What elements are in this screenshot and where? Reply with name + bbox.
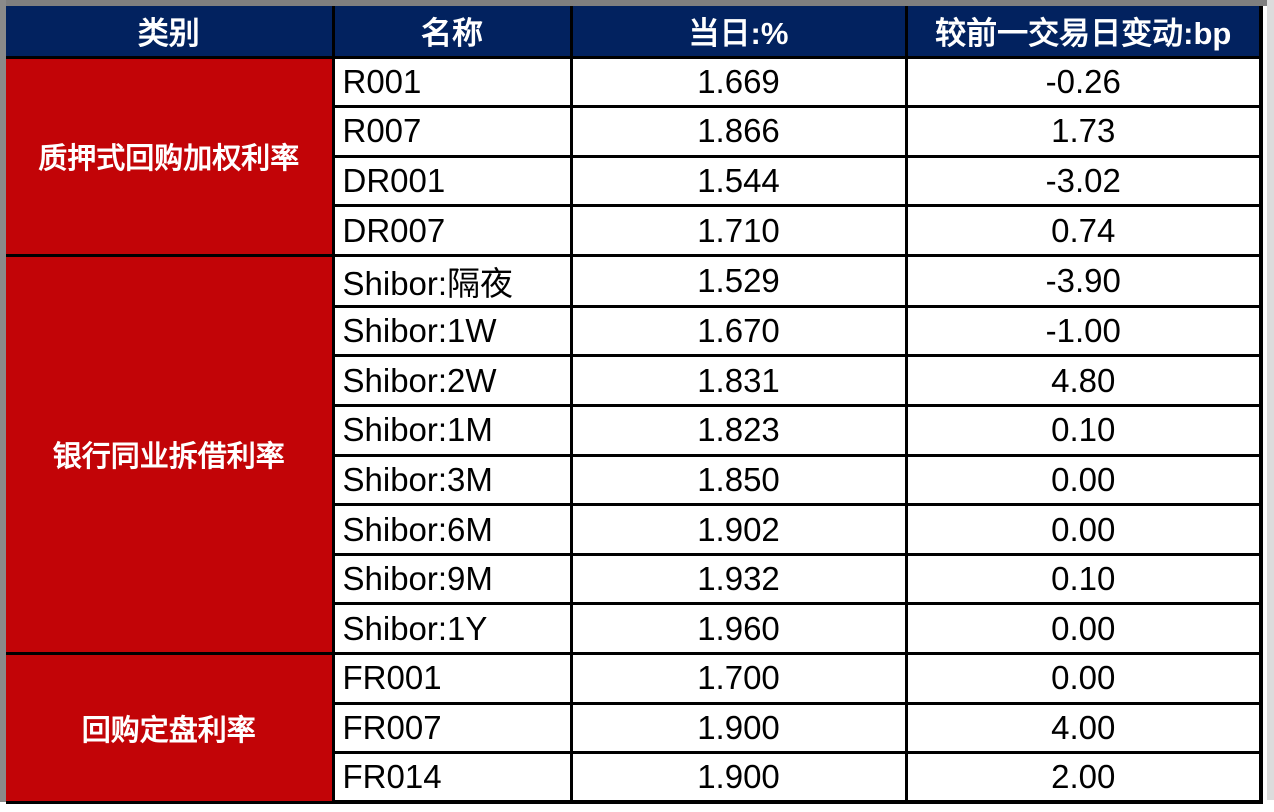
change-cell: 0.74 (904, 204, 1263, 257)
table-row: Shibor:3M 1.850 0.00 (6, 453, 1263, 507)
frame-left-edge (0, 0, 6, 802)
name-cell: Shibor:1W (331, 304, 573, 358)
table-row: FR014 1.900 2.00 (6, 751, 1263, 805)
frame-top-edge (0, 0, 1274, 6)
change-cell: 0.00 (904, 602, 1263, 656)
table-row: 质押式回购加权利率 R001 1.669 -0.26 (6, 55, 1263, 257)
header-change-bp: 较前一交易日变动:bp (904, 6, 1263, 59)
table-row: Shibor:1Y 1.960 0.00 (6, 602, 1263, 656)
rate-cell: 1.669 (569, 55, 908, 109)
rate-cell: 1.831 (569, 354, 908, 408)
change-cell: 0.00 (904, 453, 1263, 507)
name-cell: DR001 (331, 154, 573, 208)
change-cell: 0.10 (904, 552, 1263, 606)
header-row: 类别 名称 当日:% 较前一交易日变动:bp (6, 6, 1263, 59)
rate-cell: 1.544 (569, 154, 908, 208)
rate-cell: 1.900 (569, 701, 908, 755)
change-cell: -3.02 (904, 154, 1263, 208)
name-cell: DR007 (331, 204, 573, 257)
money-market-rates-table: 类别 名称 当日:% 较前一交易日变动:bp 质押式回购加权利率 R001 1.66… (6, 6, 1263, 805)
name-cell: FR014 (331, 751, 573, 805)
rate-cell: 1.900 (569, 751, 908, 805)
rate-cell: 1.850 (569, 453, 908, 507)
change-cell: -1.00 (904, 304, 1263, 358)
name-cell: Shibor:9M (331, 552, 573, 606)
name-cell: Shibor:6M (331, 503, 573, 556)
category-cell: 质押式回购加权利率 (6, 55, 335, 257)
change-cell: 4.80 (904, 354, 1263, 408)
rate-cell: 1.866 (569, 105, 908, 158)
rate-cell: 1.932 (569, 552, 908, 606)
name-cell: Shibor:1Y (331, 602, 573, 656)
header-category: 类别 (6, 6, 335, 59)
change-cell: 1.73 (904, 105, 1263, 158)
header-name: 名称 (331, 6, 573, 59)
change-cell: 0.10 (904, 404, 1263, 457)
rate-cell: 1.960 (569, 602, 908, 656)
rate-cell: 1.529 (569, 253, 908, 308)
change-cell: 2.00 (904, 751, 1263, 805)
table-row: Shibor:1M 1.823 0.10 (6, 404, 1263, 457)
name-cell: Shibor:1M (331, 404, 573, 457)
name-cell: Shibor:隔夜 (331, 253, 573, 308)
table-body: 质押式回购加权利率 R001 1.669 -0.26 R007 1.866 1.73 DR00… (6, 55, 1263, 805)
category-cell: 回购定盘利率 (6, 652, 335, 804)
table-row: FR007 1.900 4.00 (6, 701, 1263, 755)
category-cell: 银行同业拆借利率 (6, 253, 335, 656)
name-cell: Shibor:2W (331, 354, 573, 408)
rate-cell: 1.710 (569, 204, 908, 257)
name-cell: R007 (331, 105, 573, 158)
table-row: DR007 1.710 0.74 (6, 204, 1263, 257)
table-row: 回购定盘利率 FR001 1.700 0.00 (6, 652, 1263, 804)
change-cell: 4.00 (904, 701, 1263, 755)
table-row: Shibor:1W 1.670 -1.00 (6, 304, 1263, 358)
rate-cell: 1.902 (569, 503, 908, 556)
table-row: Shibor:2W 1.831 4.80 (6, 354, 1263, 408)
rate-cell: 1.700 (569, 652, 908, 705)
table-row: DR001 1.544 -3.02 (6, 154, 1263, 208)
table-row: R007 1.866 1.73 (6, 105, 1263, 158)
change-cell: 0.00 (904, 652, 1263, 705)
table-row: 银行同业拆借利率 Shibor:隔夜 1.529 -3.90 (6, 253, 1263, 656)
table-row: Shibor:9M 1.932 0.10 (6, 552, 1263, 606)
rate-cell: 1.823 (569, 404, 908, 457)
name-cell: Shibor:3M (331, 453, 573, 507)
change-cell: -3.90 (904, 253, 1263, 308)
change-cell: -0.26 (904, 55, 1263, 109)
name-cell: FR007 (331, 701, 573, 755)
change-cell: 0.00 (904, 503, 1263, 556)
table-row: Shibor:6M 1.902 0.00 (6, 503, 1263, 556)
header-today-percent: 当日:% (569, 6, 908, 59)
name-cell: FR001 (331, 652, 573, 705)
frame-right-edge (1267, 0, 1274, 800)
rate-cell: 1.670 (569, 304, 908, 358)
name-cell: R001 (331, 55, 573, 109)
